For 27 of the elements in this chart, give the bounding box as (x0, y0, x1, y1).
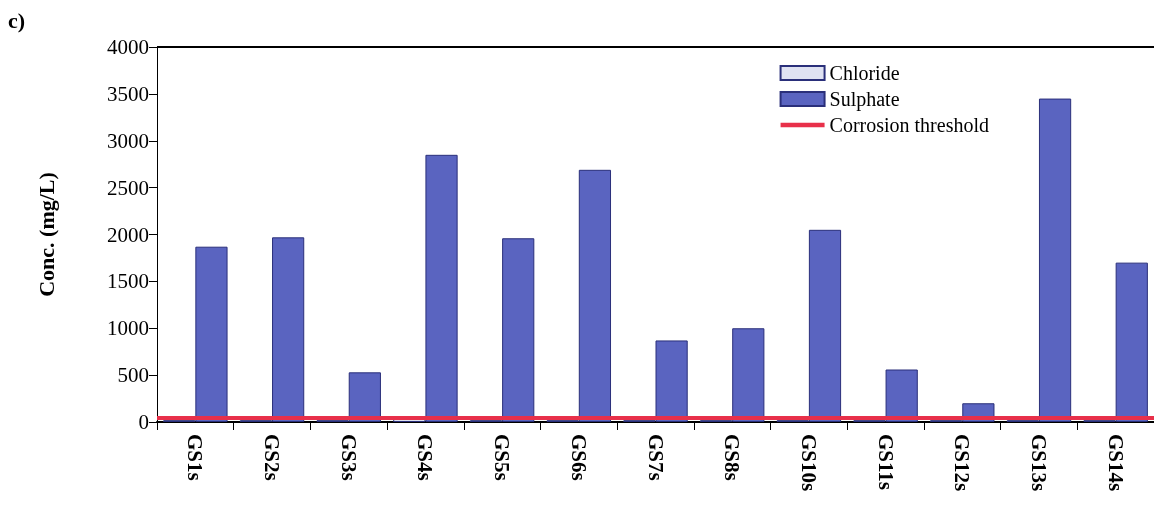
x-tick-label: GS14s (1103, 434, 1128, 492)
x-tick-label: GS3s (336, 434, 361, 481)
x-tick-label: GS10s (796, 434, 821, 492)
x-tick-label: GS11s (873, 434, 898, 491)
text: c) (8, 8, 26, 34)
x-tick-label: GS6s (566, 434, 591, 481)
legend-label: Chloride (829, 62, 900, 84)
y-tick-label: 2000 (107, 222, 149, 247)
legend-label: Sulphate (829, 88, 900, 111)
y-tick-label: 3500 (107, 81, 149, 106)
y-tick-label: 2500 (107, 175, 149, 200)
y-tick-label: 500 (117, 363, 149, 388)
y-tick-label: 3000 (107, 128, 149, 153)
legend-label: Corrosion threshold (829, 114, 989, 136)
x-tick-label: GS7s (643, 434, 668, 481)
y-tick-label: 1000 (107, 316, 149, 341)
y-axis-title: Conc. (mg/L) (33, 172, 59, 297)
x-tick-label: GS8s (720, 434, 745, 481)
x-tick-label: GS5s (490, 434, 515, 481)
y-tick-label: 4000 (107, 35, 149, 59)
x-tick-label: GS2s (260, 434, 285, 481)
x-tick-label: GS1s (183, 434, 208, 481)
x-tick-label: GS13s (1026, 434, 1051, 492)
x-tick-label: GS4s (413, 434, 438, 481)
y-tick-label: 0 (138, 410, 149, 434)
x-tick-label: GS12s (950, 434, 975, 492)
y-tick-label: 1500 (107, 269, 149, 294)
